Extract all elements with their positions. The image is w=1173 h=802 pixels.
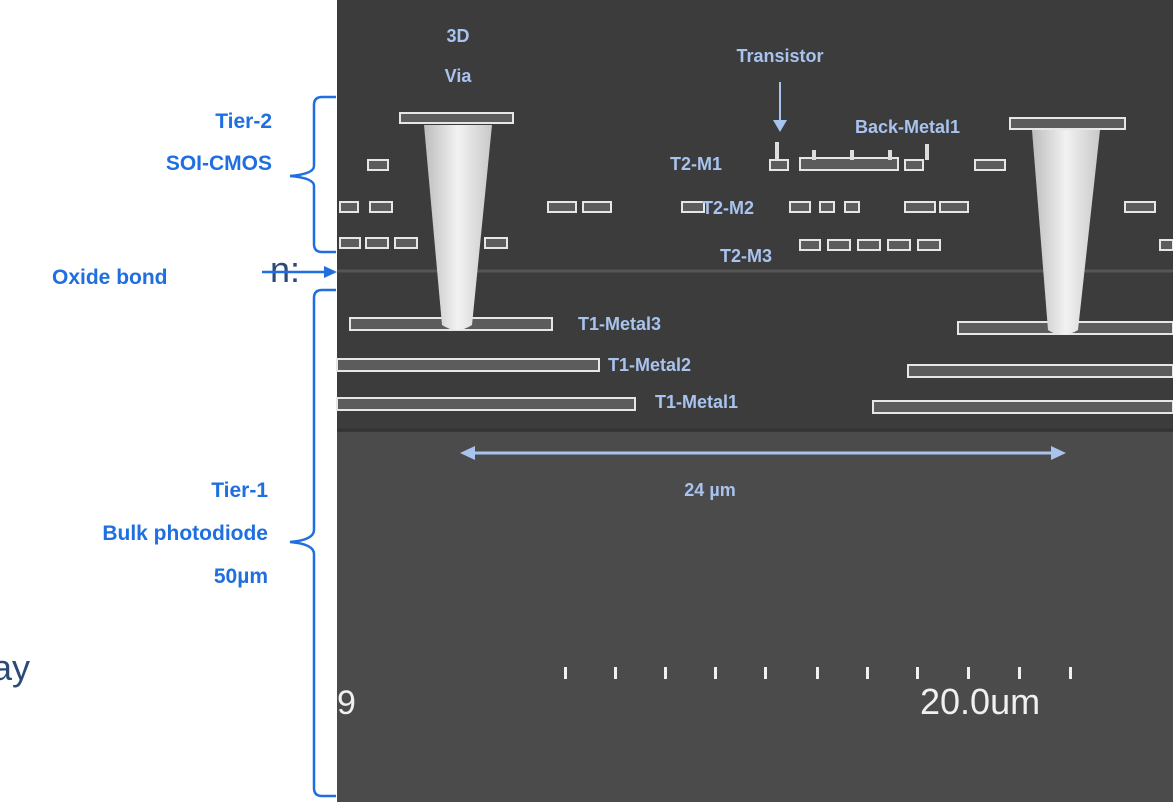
via-label: 3D: [446, 26, 469, 46]
figure: 9 20.0um 3D Via Transistor Back-Metal1 T…: [0, 0, 1173, 802]
tier-label: Tier-1: [211, 479, 268, 502]
layer-label: T2-M1: [670, 154, 722, 174]
layer-label: T2-M2: [702, 198, 754, 218]
layer-label: T1-Metal1: [655, 392, 738, 412]
bracket: [290, 290, 336, 796]
sem-image: 9 20.0um: [337, 0, 1173, 802]
scale-fragment: 9: [337, 684, 356, 722]
scale-label: 20.0um: [920, 681, 1040, 722]
tier-label: Bulk photodiode: [102, 522, 268, 545]
pitch-label: 24 µm: [684, 480, 735, 500]
slide-fragment: ay: [0, 647, 30, 688]
tier-label: SOI-CMOS: [166, 152, 272, 175]
via-label: Via: [445, 66, 473, 86]
layer-label: T1-Metal3: [578, 314, 661, 334]
arrowhead: [324, 266, 337, 278]
layer-label: T2-M3: [720, 246, 772, 266]
layer-label: T1-Metal2: [608, 355, 691, 375]
bond-label: Oxide bond: [52, 266, 168, 289]
tier-label: 50µm: [214, 565, 268, 588]
slide-fragment: n:: [270, 249, 300, 290]
bracket: [290, 97, 336, 252]
tier-label: Tier-2: [215, 110, 272, 133]
transistor-label: Transistor: [736, 46, 823, 66]
layer-label: Back-Metal1: [855, 117, 960, 137]
